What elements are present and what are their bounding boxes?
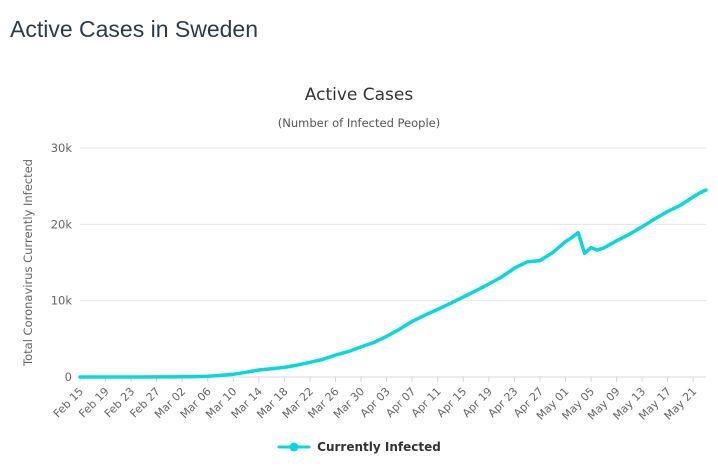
legend-label: Currently Infected [317, 440, 441, 454]
legend-marker-dot [289, 442, 299, 452]
y-tick-label: 20k [51, 217, 73, 231]
legend-marker-icon [277, 442, 311, 452]
legend-item[interactable]: Currently Infected [0, 440, 718, 454]
chart-subtitle: (Number of Infected People) [277, 116, 441, 130]
y-tick-label: 30k [51, 141, 73, 155]
series-line-currently-infected[interactable] [78, 188, 708, 379]
y-tick-label: 0 [65, 370, 72, 384]
chart-title: Active Cases [304, 85, 414, 105]
y-axis-title: Total Coronavirus Currently Infected [21, 159, 35, 367]
page-title: Active Cases in Sweden [10, 16, 259, 42]
y-tick-label: 10k [51, 294, 73, 308]
